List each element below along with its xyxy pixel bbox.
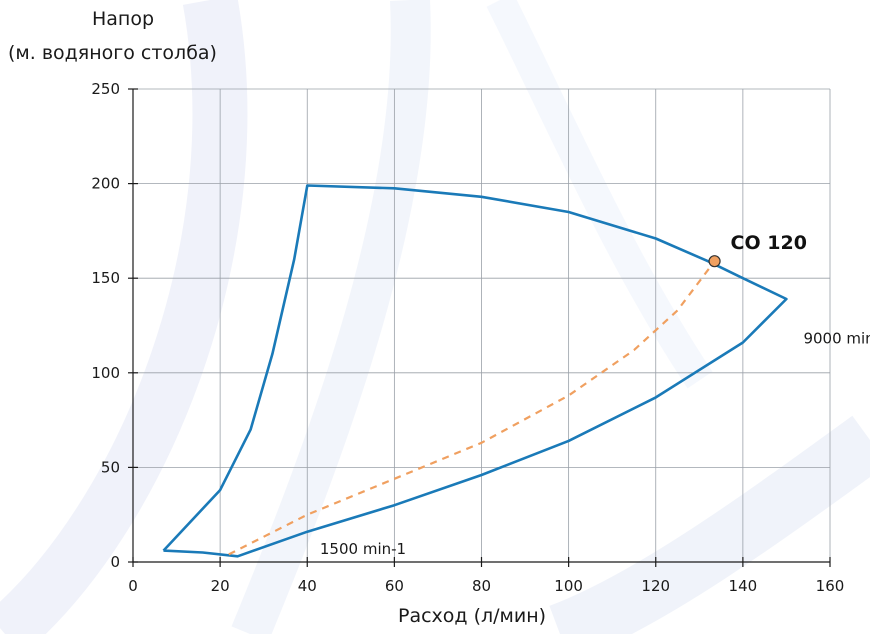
y-tick-label: 200 <box>91 175 120 193</box>
annotations: CO 120 9000 min-1 1500 min-1 <box>320 232 870 558</box>
y-axis-label-line1: Напор <box>92 8 155 30</box>
y-tick-label: 0 <box>110 553 120 571</box>
operating-point-marker <box>708 255 721 268</box>
y-tick-label: 150 <box>91 269 120 287</box>
y-tick-label: 50 <box>101 458 120 476</box>
x-tick-label: 0 <box>128 577 138 595</box>
x-tick-label: 140 <box>729 577 758 595</box>
operating-point-label: CO 120 <box>731 232 807 254</box>
x-tick-label: 60 <box>385 577 404 595</box>
y-axis-label-line2: (м. водяного столба) <box>8 42 217 64</box>
grid <box>133 88 831 562</box>
x-tick-label: 100 <box>554 577 583 595</box>
x-tick-label: 160 <box>816 577 845 595</box>
annotation-max-speed: 9000 min-1 <box>803 330 870 348</box>
x-tick-label: 20 <box>211 577 230 595</box>
operating-curve-dashed <box>228 260 716 556</box>
y-tick-label: 250 <box>91 80 120 98</box>
y-tick-label: 100 <box>91 364 120 382</box>
series <box>162 184 788 558</box>
axes: 0 20 40 60 80 100 120 140 160 0 50 100 150 200 250 <box>91 80 844 595</box>
x-tick-label: 40 <box>298 577 317 595</box>
x-axis-label: Расход (л/мин) <box>398 605 547 627</box>
envelope-curve <box>162 184 788 558</box>
x-tick-label: 120 <box>641 577 670 595</box>
annotation-min-speed: 1500 min-1 <box>320 540 406 558</box>
x-tick-label: 80 <box>472 577 491 595</box>
